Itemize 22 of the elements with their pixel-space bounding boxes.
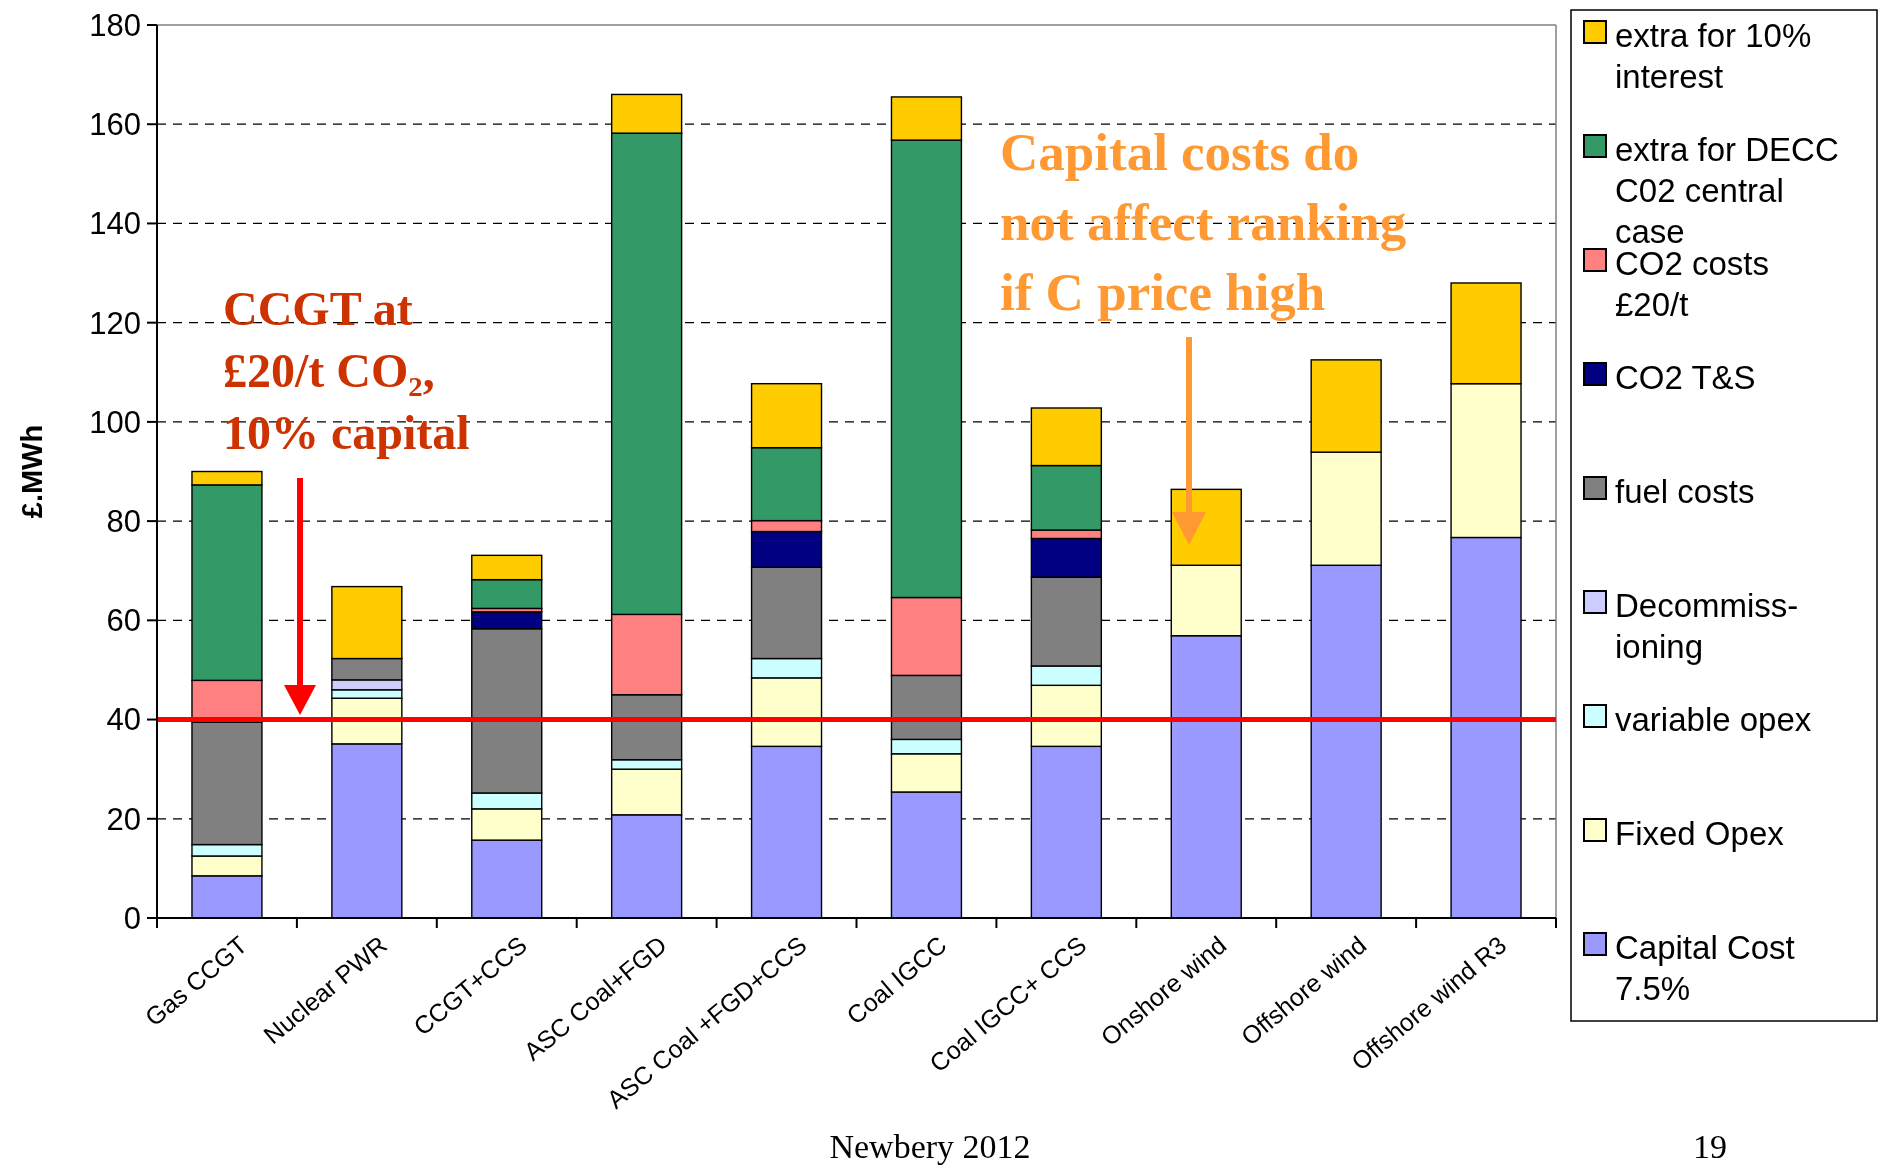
y-tick-label: 140 bbox=[89, 206, 141, 242]
y-tick-label: 100 bbox=[89, 404, 141, 440]
y-tick-label: 120 bbox=[89, 305, 141, 341]
legend-label: variable opex bbox=[1615, 700, 1812, 738]
y-tick-label: 60 bbox=[106, 603, 141, 639]
legend-label: Capital Cost 7.5% bbox=[1615, 928, 1795, 1007]
y-axis-title: £.MWh bbox=[16, 424, 48, 519]
y-tick-label: 20 bbox=[106, 801, 141, 837]
annotation: Capital costs do not affect ranking if C price high bbox=[1000, 123, 1407, 321]
legend-label: fuel costs bbox=[1615, 472, 1755, 510]
legend-label: Fixed Opex bbox=[1615, 814, 1785, 852]
legend-label: Decommiss-ioning bbox=[1615, 586, 1799, 665]
y-tick-label: 160 bbox=[89, 107, 141, 143]
y-tick-label: 0 bbox=[123, 900, 141, 936]
y-tick-label: 40 bbox=[106, 702, 141, 738]
y-tick-label: 80 bbox=[106, 503, 141, 539]
y-tick-label: 180 bbox=[89, 7, 141, 43]
legend-label: extra for 10% interest bbox=[1615, 16, 1812, 95]
annotation: CCGT at £20/t CO₂, 10% capital bbox=[223, 282, 470, 459]
text: Newbery 2012 bbox=[829, 1128, 1031, 1165]
text: 19 bbox=[1693, 1128, 1727, 1165]
legend-label: CO2 T&S bbox=[1615, 358, 1756, 396]
